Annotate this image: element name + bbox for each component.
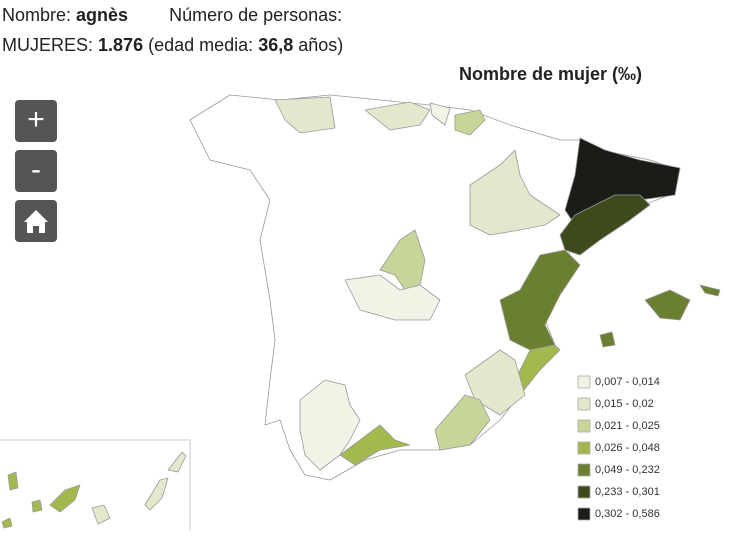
region: [454, 109, 486, 136]
header-line-1: Nombre: agnès Número de personas:: [2, 5, 342, 26]
home-button[interactable]: [15, 200, 57, 242]
legend-label: 0,021 - 0,025: [595, 420, 660, 432]
legend-swatch: [577, 441, 591, 455]
legend-label: 0,233 - 0,301: [595, 486, 660, 498]
legend-label: 0,015 - 0,02: [595, 398, 654, 410]
region: [274, 96, 336, 134]
island: [49, 484, 81, 513]
legend-swatch: [577, 375, 591, 389]
spain-mainland: [189, 94, 681, 481]
home-icon: [24, 210, 48, 233]
island: [644, 289, 691, 321]
legend-swatch: [577, 507, 591, 521]
region: [434, 394, 491, 451]
region: [364, 101, 431, 131]
region: [514, 344, 561, 396]
name-label: Nombre:: [2, 5, 72, 25]
region: [469, 149, 561, 236]
legend-label: 0,026 - 0,048: [595, 442, 660, 454]
count-label: Número de personas:: [169, 5, 343, 25]
legend-label: 0,007 - 0,014: [595, 376, 660, 388]
region: [379, 229, 426, 291]
island: [91, 504, 111, 525]
island: [144, 477, 169, 511]
region: [299, 379, 361, 471]
region: [564, 137, 681, 236]
region: [499, 249, 581, 351]
island: [31, 499, 43, 513]
region: [339, 424, 411, 466]
legend: 0,007 - 0,014 0,015 - 0,02 0,021 - 0,025 0,…: [577, 375, 660, 521]
zoom-in[interactable]: +: [15, 100, 57, 142]
header-line-2: MUJERES: 1.876 (edad media: 36,8 años): [2, 35, 343, 56]
island: [599, 331, 616, 348]
island: [699, 284, 721, 297]
region: [429, 102, 451, 126]
map-title: Nombre de mujer (‰): [459, 64, 643, 84]
age-prefix: (edad media:: [148, 35, 254, 55]
legend-swatch: [577, 419, 591, 433]
legend-label: 0,302 - 0,586: [595, 508, 660, 520]
region: [344, 274, 441, 321]
legend-swatch: [577, 485, 591, 499]
region: [559, 194, 651, 256]
island: [7, 471, 19, 491]
region: [464, 349, 526, 416]
zoom-out[interactable]: -: [15, 150, 57, 192]
legend-label: 0,049 - 0,232: [595, 464, 660, 476]
canary-frame: [0, 439, 191, 530]
age-value: 36,8: [258, 35, 294, 55]
name-value: agnès: [76, 5, 129, 25]
age-suffix: años): [298, 35, 344, 55]
island: [1, 517, 13, 529]
women-label: MUJERES:: [2, 35, 94, 55]
legend-swatch: [577, 463, 591, 477]
legend-swatch: [577, 397, 591, 411]
women-count: 1.876: [98, 35, 144, 55]
island: [167, 451, 187, 473]
